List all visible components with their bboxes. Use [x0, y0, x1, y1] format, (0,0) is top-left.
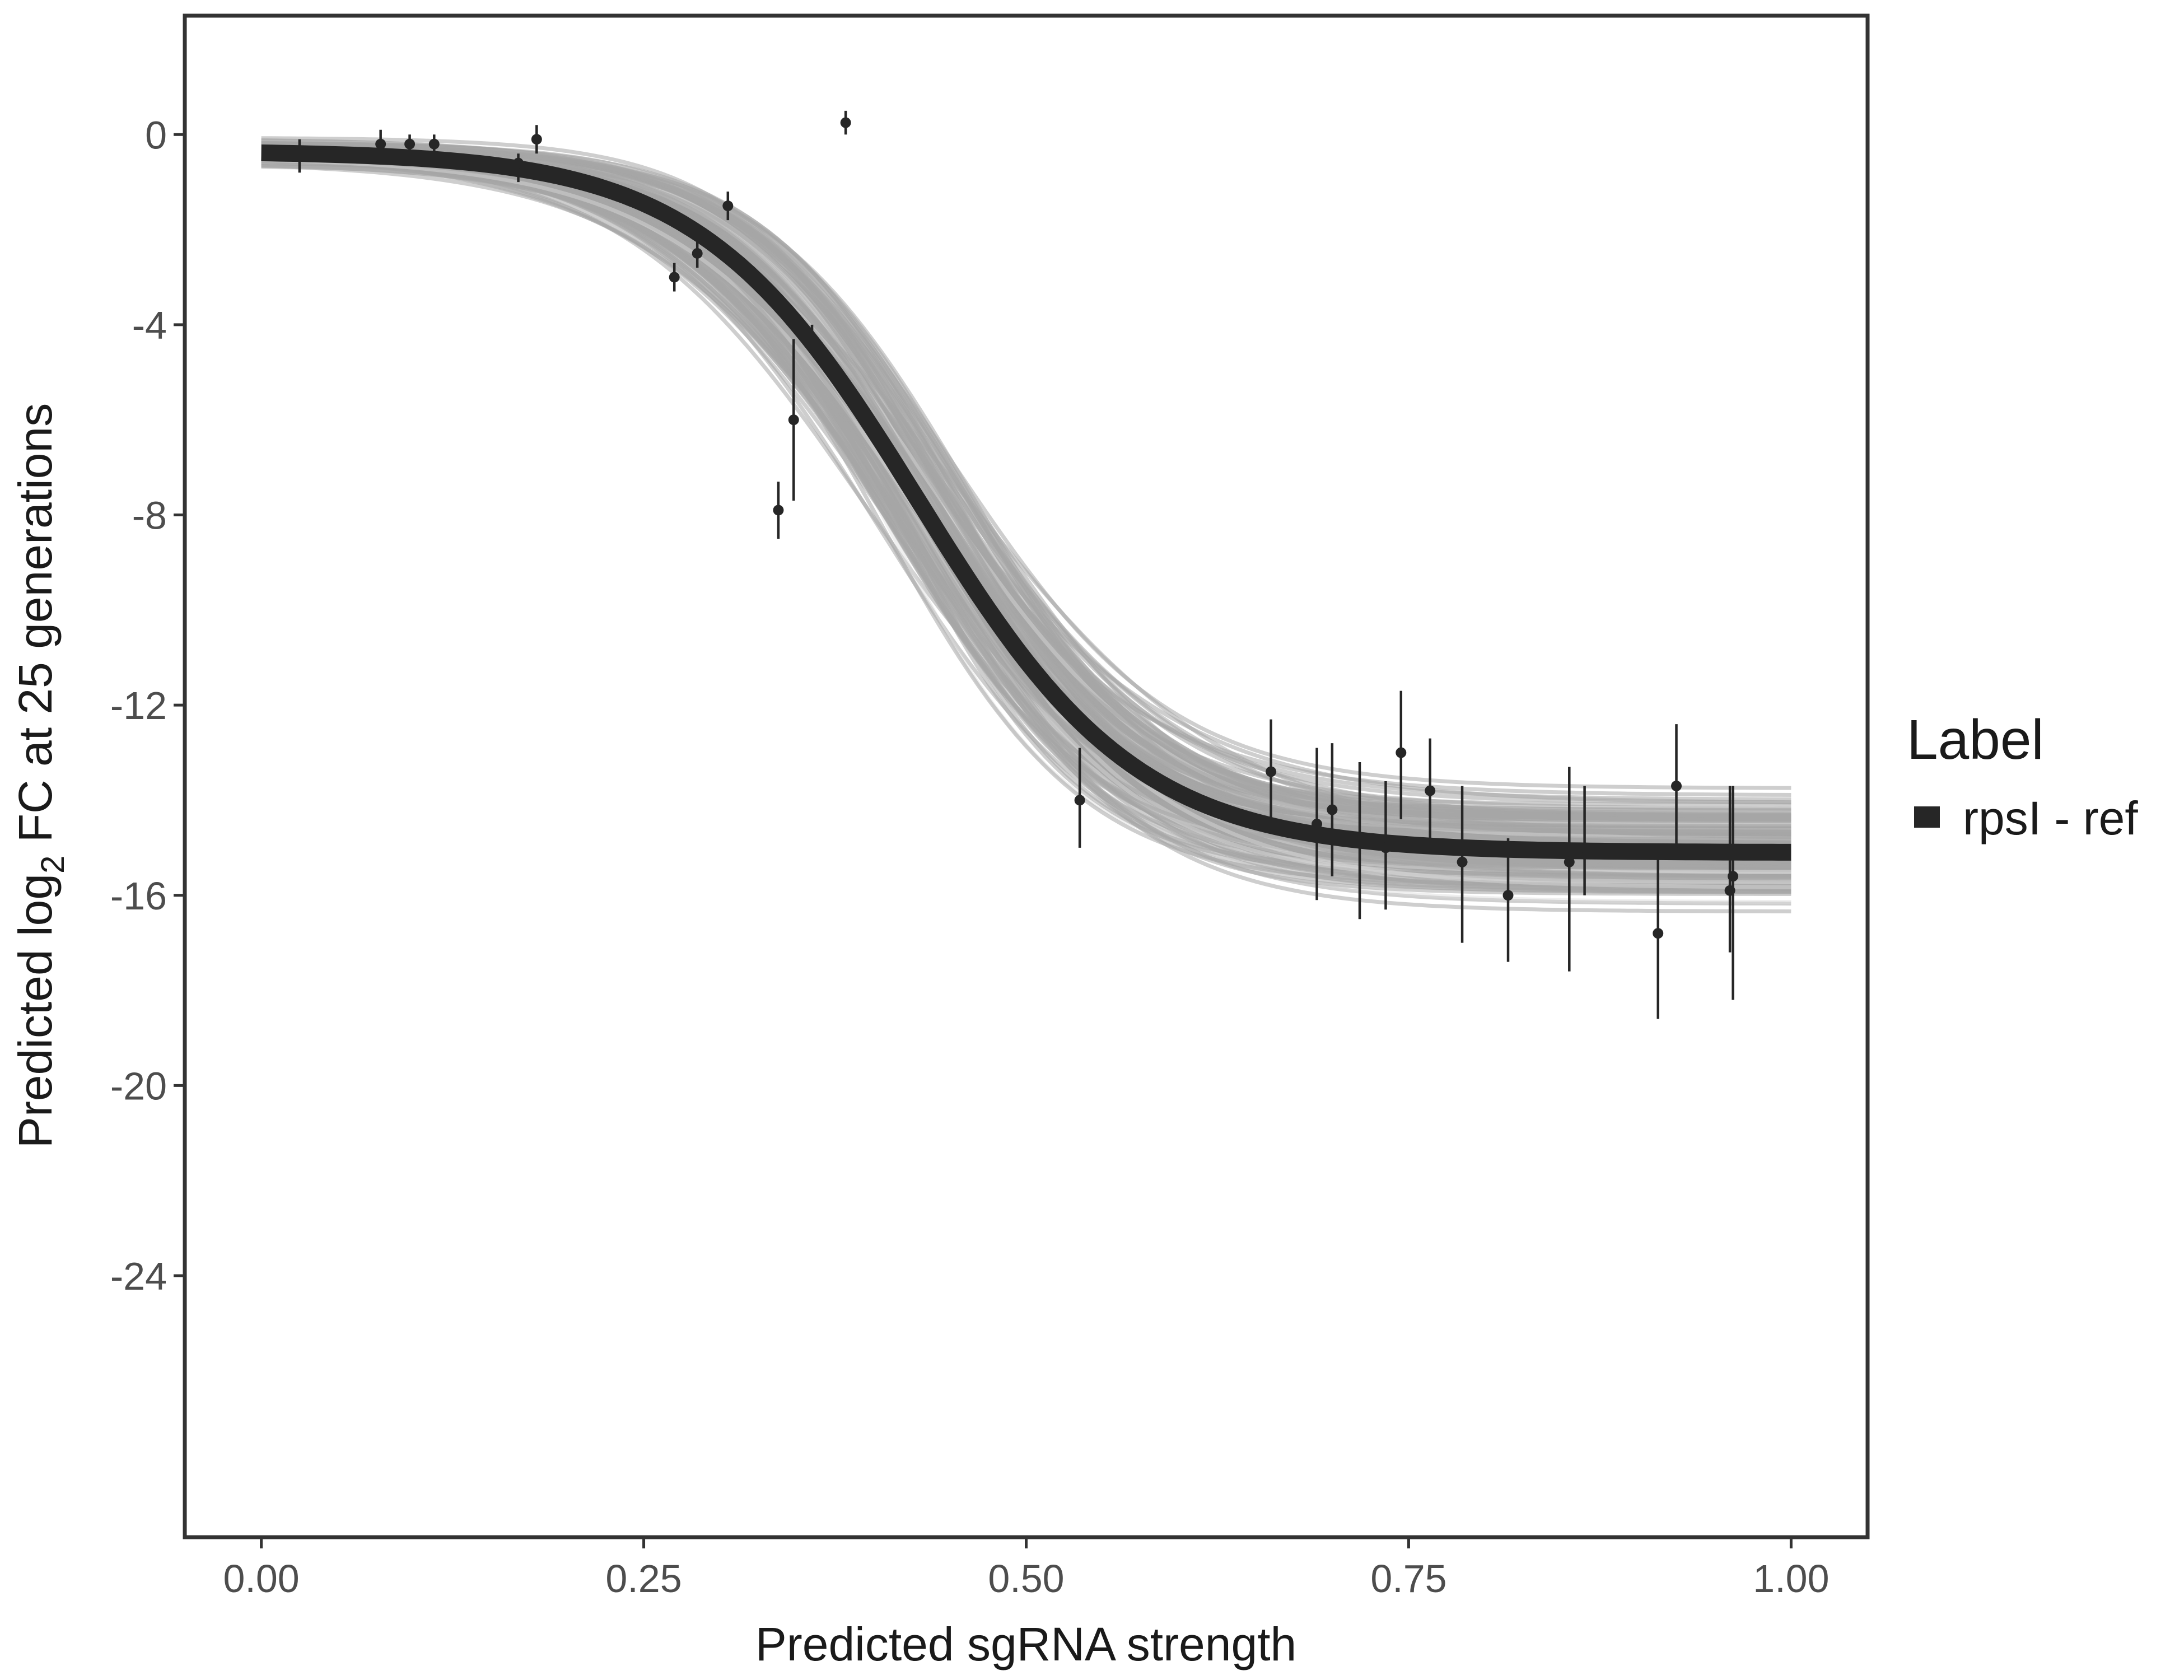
- y-axis-title-rest: FC at 25 generations: [9, 403, 62, 856]
- point-marker: [1457, 856, 1468, 867]
- y-tick-label: -8: [132, 494, 167, 538]
- point-marker: [1074, 795, 1085, 806]
- x-axis-title: Predicted sgRNA strength: [755, 1618, 1297, 1670]
- data-point: [1074, 748, 1085, 848]
- legend-key: [1914, 806, 1940, 828]
- posterior-draw-line: [261, 156, 1791, 805]
- y-tick-label: -12: [110, 684, 167, 727]
- point-marker: [531, 134, 542, 145]
- y-axis-title: Predicted log2 FC at 25 generations: [9, 403, 71, 1148]
- point-marker: [806, 333, 818, 344]
- y-axis: 0 -4 -8 -12 -16 -20 -24: [110, 113, 185, 1298]
- point-marker: [1579, 842, 1590, 853]
- point-marker: [294, 148, 305, 159]
- legend: Label rpsI - ref: [1907, 708, 2138, 844]
- data-point: [1425, 738, 1436, 838]
- x-tick-label: 0.00: [223, 1557, 299, 1600]
- point-marker: [1564, 856, 1575, 867]
- data-point: [1728, 786, 1739, 1000]
- data-point: [513, 153, 524, 183]
- data-points: [294, 110, 1739, 1019]
- y-tick-label: -4: [132, 304, 167, 347]
- point-marker: [773, 505, 784, 516]
- data-point: [1266, 719, 1277, 819]
- data-point: [1564, 767, 1575, 972]
- x-tick-label: 0.75: [1370, 1557, 1446, 1600]
- data-point: [1502, 838, 1514, 962]
- data-point: [722, 192, 734, 221]
- data-point: [1396, 690, 1407, 819]
- data-point: [1354, 762, 1365, 920]
- data-point: [692, 239, 703, 268]
- point-marker: [788, 414, 799, 426]
- data-point: [1671, 724, 1682, 848]
- x-tick-label: 0.25: [605, 1557, 682, 1600]
- data-point: [1457, 786, 1468, 943]
- point-marker: [1380, 842, 1391, 853]
- x-tick-label: 0.50: [988, 1557, 1064, 1600]
- data-point: [806, 324, 818, 353]
- point-marker: [669, 272, 680, 283]
- data-point: [404, 134, 416, 158]
- data-point: [1327, 743, 1338, 876]
- point-marker: [692, 248, 703, 259]
- point-marker: [722, 200, 734, 212]
- x-tick-label: 1.00: [1753, 1557, 1829, 1600]
- data-point: [531, 125, 542, 154]
- point-marker: [840, 117, 851, 128]
- data-point: [294, 139, 305, 173]
- data-point: [428, 134, 440, 158]
- point-marker: [1671, 780, 1682, 791]
- posterior-draw-line: [261, 156, 1791, 820]
- y-tick-label: 0: [145, 113, 167, 157]
- data-point: [840, 110, 851, 135]
- data-point: [375, 129, 386, 158]
- point-marker: [1653, 928, 1664, 939]
- point-marker: [1502, 890, 1514, 901]
- legend-title: Label: [1907, 708, 2044, 771]
- fit-curve-layer: [261, 144, 1791, 861]
- data-point: [1653, 857, 1664, 1019]
- point-marker: [428, 138, 440, 150]
- data-point: [669, 263, 680, 292]
- legend-label: rpsI - ref: [1963, 792, 2138, 844]
- data-point: [788, 339, 799, 501]
- point-marker: [1396, 747, 1407, 758]
- data-point: [1312, 748, 1323, 900]
- y-tick-label: -16: [110, 874, 167, 918]
- x-axis: 0.00 0.25 0.50 0.75 1.00: [223, 1537, 1830, 1600]
- point-marker: [1312, 818, 1323, 829]
- fit-curve: [261, 144, 1791, 861]
- data-point: [773, 482, 784, 539]
- point-marker: [1425, 785, 1436, 796]
- y-tick-label: -20: [110, 1064, 167, 1108]
- point-marker: [1327, 804, 1338, 815]
- point-marker: [404, 138, 416, 150]
- y-axis-title-subscript: 2: [35, 856, 71, 874]
- point-marker: [1266, 766, 1277, 777]
- y-tick-label: -24: [110, 1254, 167, 1298]
- point-marker: [1354, 837, 1365, 848]
- point-marker: [1728, 871, 1739, 882]
- y-axis-title-main: Predicted log: [9, 874, 62, 1148]
- point-marker: [513, 157, 524, 169]
- data-point: [1579, 786, 1590, 895]
- data-point: [1380, 781, 1391, 910]
- point-marker: [375, 138, 386, 150]
